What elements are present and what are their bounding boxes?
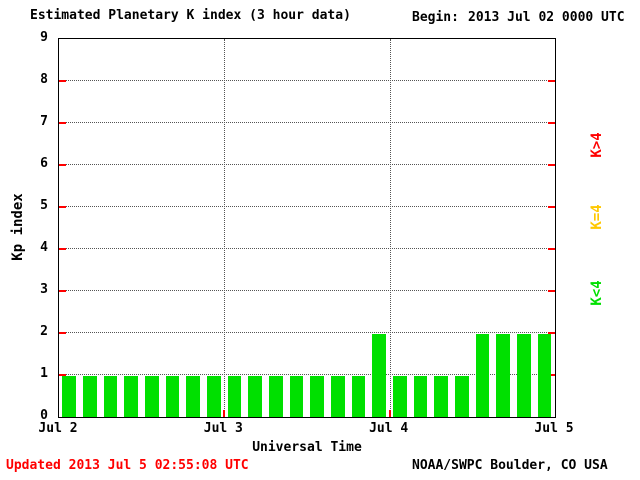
- y-gridline: [59, 248, 555, 249]
- x-tick-mark: [223, 410, 226, 417]
- plot-area: [58, 38, 556, 418]
- legend-item: K<4: [589, 280, 605, 306]
- x-gridline: [389, 39, 391, 417]
- kp-bar: [103, 376, 118, 417]
- y-tick-mark: [59, 206, 66, 208]
- y-gridline: [59, 332, 555, 333]
- x-axis-tick-label: Jul 2: [38, 421, 78, 436]
- y-tick-mark: [548, 206, 555, 208]
- y-gridline: [59, 80, 555, 81]
- x-tick-mark: [388, 410, 391, 417]
- kp-bar: [330, 376, 345, 417]
- y-gridline: [59, 164, 555, 165]
- x-axis-tick-label: Jul 3: [203, 421, 243, 436]
- y-tick-mark: [548, 164, 555, 166]
- y-tick-mark: [548, 80, 555, 82]
- y-tick-mark: [59, 164, 66, 166]
- x-gridline: [224, 39, 226, 417]
- source-attribution: NOAA/SWPC Boulder, CO USA: [412, 458, 608, 473]
- kp-bar: [268, 376, 283, 417]
- y-axis-tick-label: 0: [40, 408, 48, 423]
- kp-bar: [475, 334, 490, 417]
- kp-bar: [206, 376, 221, 417]
- kp-bar: [124, 376, 138, 417]
- x-axis-title: Universal Time: [252, 440, 362, 455]
- y-axis-tick-label: 6: [40, 156, 48, 171]
- y-tick-mark: [548, 248, 555, 250]
- y-gridline: [59, 290, 555, 291]
- y-tick-mark: [548, 122, 555, 124]
- kp-bar: [310, 376, 324, 417]
- y-gridline: [59, 206, 555, 207]
- x-axis-tick-label: Jul 5: [534, 421, 574, 436]
- kp-bar: [413, 376, 428, 417]
- kp-bar: [165, 376, 180, 417]
- y-tick-mark: [59, 374, 66, 376]
- kp-bar: [372, 334, 386, 417]
- kp-bar: [186, 376, 200, 417]
- begin-label: Begin:: [412, 10, 459, 25]
- kp-bar: [496, 334, 510, 417]
- y-axis-tick-label: 1: [40, 366, 48, 381]
- y-axis-title: Kp index: [10, 193, 26, 261]
- kp-bar: [248, 376, 262, 417]
- y-axis-tick-label: 5: [40, 198, 48, 213]
- y-axis-tick-label: 9: [40, 30, 48, 45]
- kp-bar: [144, 376, 159, 417]
- kp-bar: [82, 376, 97, 417]
- y-tick-mark: [59, 248, 66, 250]
- y-axis-tick-label: 7: [40, 114, 48, 129]
- kp-bar: [227, 376, 242, 417]
- y-gridline: [59, 374, 555, 375]
- kp-bar: [62, 376, 76, 417]
- y-tick-mark: [548, 332, 555, 334]
- kp-bar: [289, 376, 304, 417]
- y-axis-tick-label: 2: [40, 324, 48, 339]
- y-axis-tick-label: 4: [40, 240, 48, 255]
- kp-bar: [454, 376, 469, 417]
- kp-bar: [516, 334, 531, 417]
- x-axis-tick-label: Jul 4: [369, 421, 409, 436]
- y-tick-mark: [548, 290, 555, 292]
- begin-value: 2013 Jul 02 0000 UTC: [468, 10, 625, 25]
- legend-item: K>4: [589, 132, 605, 158]
- y-tick-mark: [548, 374, 555, 376]
- y-tick-mark: [59, 290, 66, 292]
- updated-timestamp: Updated 2013 Jul 5 02:55:08 UTC: [6, 458, 249, 473]
- y-tick-mark: [59, 80, 66, 82]
- y-tick-mark: [59, 122, 66, 124]
- y-axis-tick-label: 3: [40, 282, 48, 297]
- y-gridline: [59, 122, 555, 123]
- kp-bar: [351, 376, 366, 417]
- kp-bar: [537, 334, 552, 417]
- y-tick-mark: [59, 332, 66, 334]
- kp-bar: [392, 376, 407, 417]
- y-axis-tick-label: 8: [40, 72, 48, 87]
- kp-bar: [434, 376, 448, 417]
- chart-title: Estimated Planetary K index (3 hour data…: [30, 8, 351, 23]
- legend-item: K=4: [589, 204, 605, 230]
